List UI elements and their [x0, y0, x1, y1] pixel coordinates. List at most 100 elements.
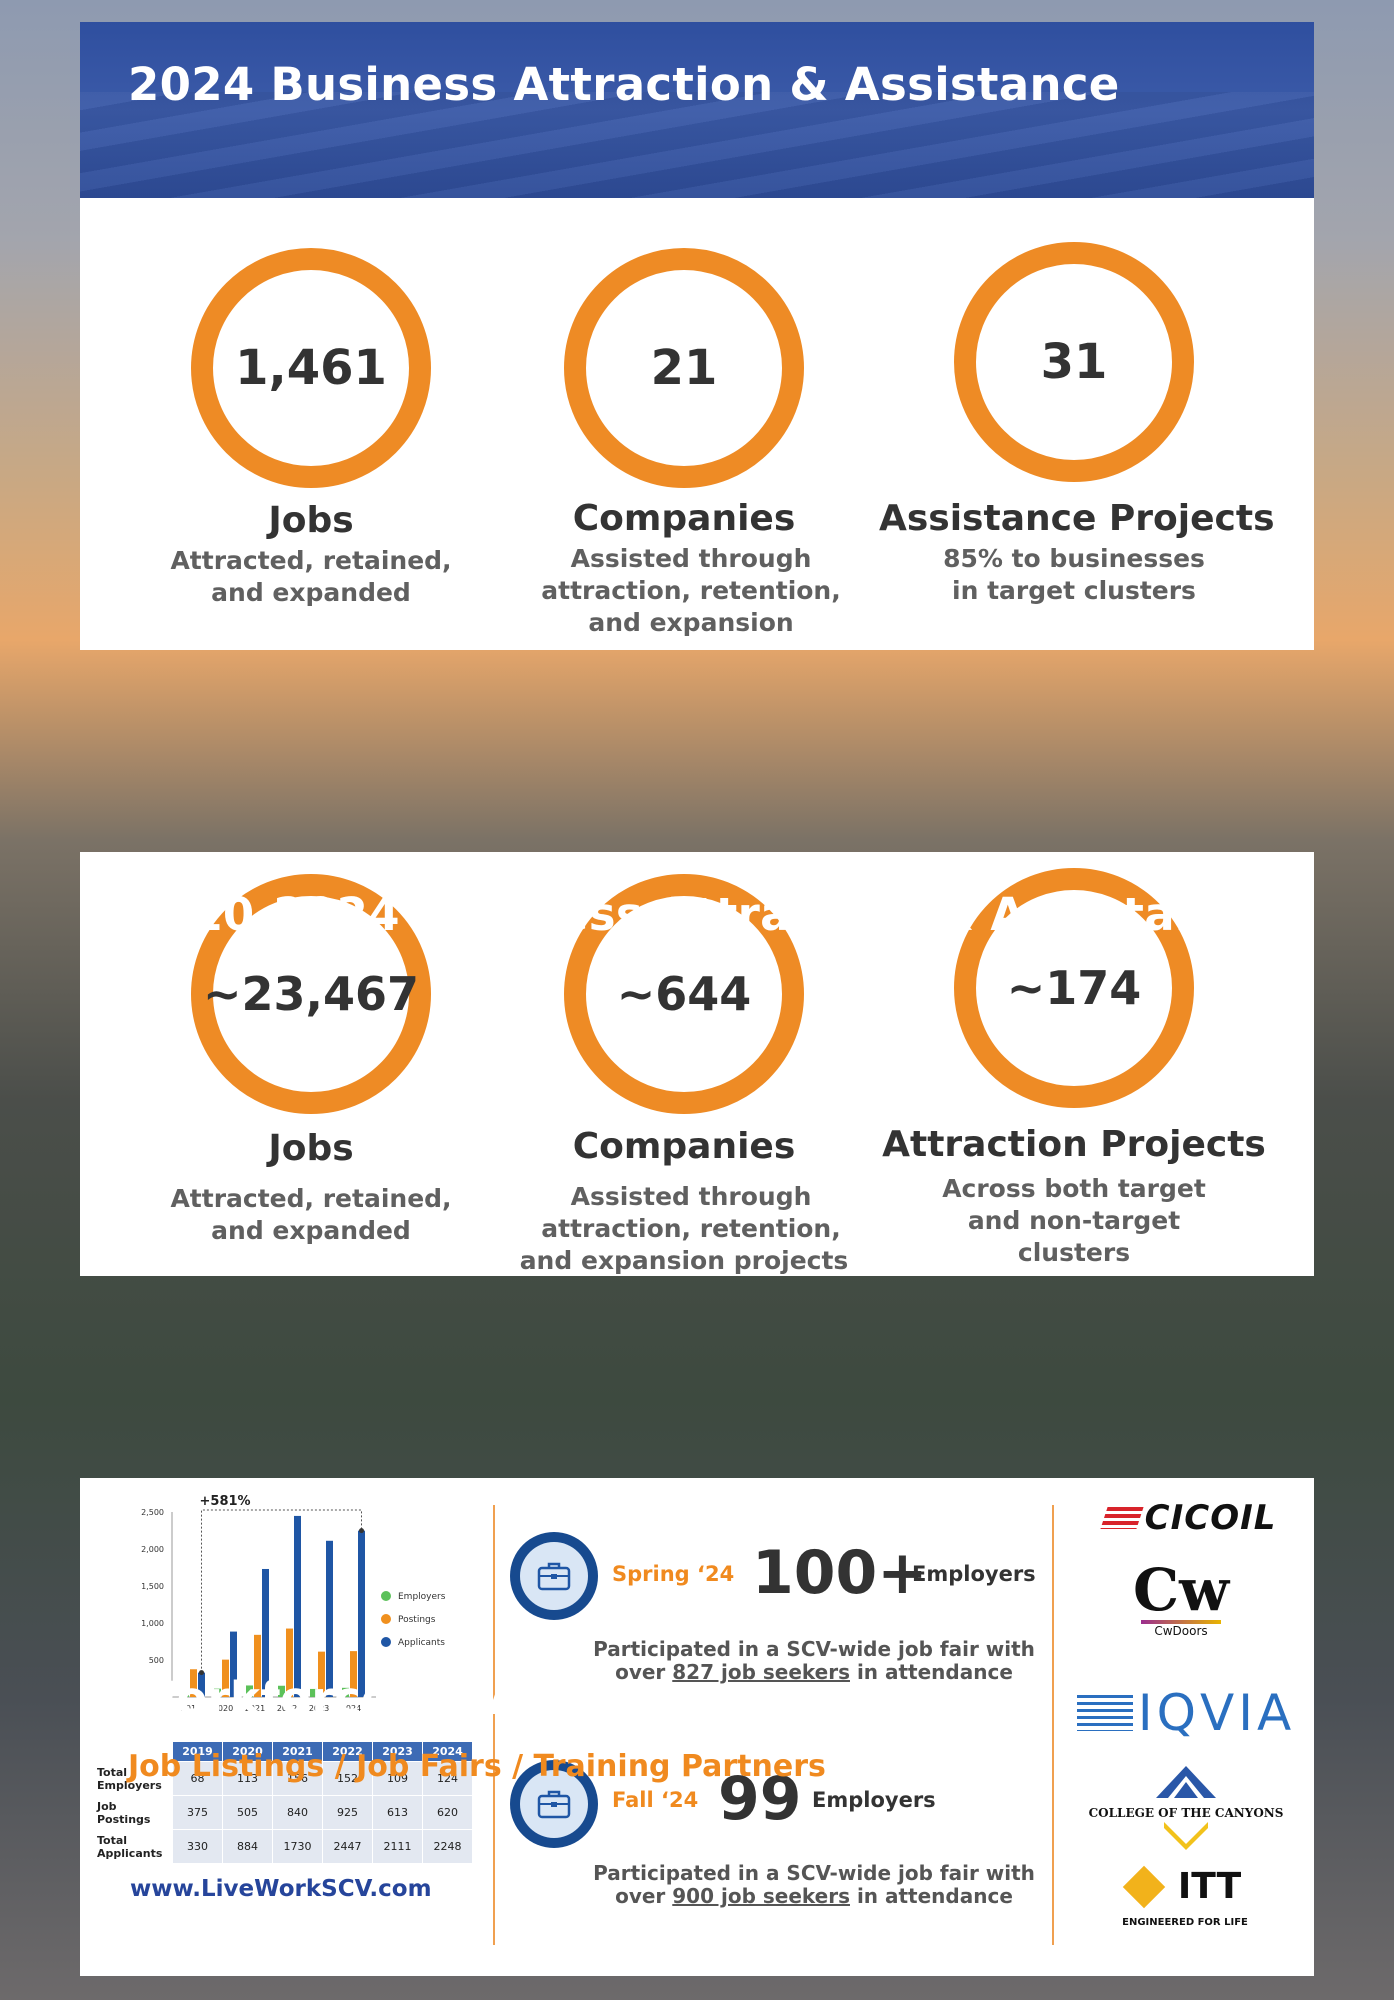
fair-description: Participated in a SCV-wide job fair with…: [593, 1637, 1035, 1684]
stat-card: ~23,467 Jobs Attracted, retained, and ex…: [146, 874, 476, 1247]
growth-bracket: [201, 1509, 362, 1673]
bar-applicants: [294, 1515, 301, 1697]
itt-logo: ITT ENGINEERED FOR LIFE: [1110, 1865, 1260, 1928]
bar-employers: [278, 1685, 285, 1697]
itt-diamond-icon: [1122, 1865, 1165, 1908]
table-year: 2024: [422, 1741, 473, 1762]
bar-postings: [286, 1628, 293, 1697]
bar-applicants: [230, 1631, 237, 1697]
x-tick-label: 2021: [245, 1704, 265, 1713]
x-tick-label: 2022: [277, 1704, 297, 1713]
section3-subtitle: Job Listings / Job Fairs / Training Part…: [128, 1749, 826, 1784]
iqvia-lines-icon: [1076, 1695, 1133, 1731]
cicoil-wordmark: CICOIL: [1144, 1498, 1277, 1538]
stat-title: Assistance Projects: [879, 498, 1275, 539]
table-cell: 113: [222, 1761, 273, 1796]
stat-card: ~174 Attraction Projects Across both tar…: [882, 868, 1266, 1269]
coc-wordmark: COLLEGE OF THE CANYONS: [1088, 1806, 1284, 1820]
y-tick-label: 2,500: [141, 1508, 164, 1517]
legend-label: Employers: [398, 1592, 446, 1602]
section3-title: Workforce Development: [128, 1672, 749, 1725]
legend-swatch: [381, 1591, 391, 1601]
x-tick-label: 2024: [341, 1704, 361, 1713]
y-tick-label: 500: [149, 1656, 164, 1665]
stat-sub: attraction, retention,: [541, 1214, 841, 1243]
stat-sub: and expansion: [588, 608, 794, 637]
stat-sub: and expansion projects: [519, 1246, 849, 1275]
section1-title: 2024 Business Attraction & Assistance: [128, 58, 1120, 111]
fair-employer-count: 99: [718, 1764, 802, 1834]
table-cell: 2447: [322, 1829, 373, 1864]
stat-value: ~644: [616, 967, 752, 1021]
stat-title: Jobs: [268, 500, 354, 541]
bar-employers: [310, 1688, 317, 1697]
divider-right: [1052, 1505, 1054, 1945]
stat-sub: 85% to businesses: [943, 544, 1205, 573]
stat-sub: clusters: [1017, 1238, 1131, 1267]
legend-label: Postings: [398, 1615, 436, 1625]
iqvia-wordmark: IQVIA: [1137, 1684, 1296, 1742]
bar-employers: [246, 1685, 253, 1697]
fair-employer-count: 100+: [752, 1538, 928, 1608]
stat-card: 21 Companies Assisted through attraction…: [519, 248, 849, 639]
y-tick-label: 1,500: [141, 1582, 164, 1591]
stat-card: 1,461 Jobs Attracted, retained, and expa…: [146, 248, 476, 609]
table-year: 2021: [272, 1741, 323, 1762]
liveworkscv-link[interactable]: www.LiveWorkSCV.com: [130, 1876, 432, 1902]
row-label: Total Applicants: [92, 1829, 173, 1864]
stat-title: Jobs: [268, 1128, 354, 1169]
table-year: 2022: [322, 1741, 373, 1762]
table-cell: 925: [322, 1795, 373, 1830]
table-cell: 840: [272, 1795, 323, 1830]
stat-sub: and expanded: [211, 1216, 411, 1245]
x-tick-label: 2023: [309, 1704, 329, 1713]
x-tick-label: 2020: [213, 1704, 233, 1713]
cwdoors-wordmark: CwDoors: [1154, 1624, 1208, 1638]
cicoil-logo: CICOIL: [1085, 1498, 1295, 1538]
x-tick-label: 2019: [181, 1704, 201, 1713]
stat-title: Companies: [572, 498, 796, 539]
itt-wordmark: ITT: [1177, 1866, 1242, 1907]
stat-value: ~174: [1006, 961, 1142, 1015]
bar-postings: [318, 1651, 325, 1697]
stat-sub: Attracted, retained,: [170, 1184, 452, 1213]
bar-postings: [254, 1634, 261, 1697]
fair-employer-label: Employers: [912, 1562, 1036, 1586]
bar-postings: [222, 1659, 229, 1697]
row-label: Job Postings: [92, 1795, 173, 1830]
cwdoors-bar: [1141, 1620, 1221, 1624]
bar-employers: [342, 1687, 349, 1697]
table-cell: 1730: [272, 1829, 323, 1864]
growth-annotation: +581%: [200, 1494, 251, 1509]
stat-value: 21: [650, 340, 718, 396]
section1-banner: 2024 Business Attraction & Assistance: [80, 22, 1314, 198]
table-row: Job Postings 375 505 840 925 613 620: [92, 1795, 473, 1830]
stat-card: ~644 Companies Assisted through attracti…: [519, 874, 849, 1277]
y-tick-label: 1,000: [141, 1619, 164, 1628]
table-cell: 613: [372, 1795, 423, 1830]
table-header-row: 2019 2020 2021 2022 2023 2024: [92, 1741, 473, 1762]
table-cell: 620: [422, 1795, 473, 1830]
stat-value: ~23,467: [202, 967, 420, 1021]
stat-title: Attraction Projects: [882, 1124, 1266, 1165]
bar-employers: [214, 1688, 221, 1697]
cwdoors-mark-icon: Cw: [1132, 1556, 1230, 1624]
bar-postings: [350, 1651, 357, 1697]
table-corner: [92, 1741, 173, 1762]
bar-postings: [190, 1669, 197, 1697]
legend-label: Applicants: [398, 1638, 445, 1648]
table-cell: 505: [222, 1795, 273, 1830]
divider-left: [493, 1505, 495, 1945]
table-cell: 375: [172, 1795, 223, 1830]
legend-swatch: [381, 1637, 391, 1647]
stat-sub: Attracted, retained,: [170, 546, 452, 575]
table-cell: 884: [222, 1829, 273, 1864]
table-row: Total Employers 68 113 156 152 109 124: [92, 1761, 473, 1796]
briefcase-icon: [510, 1532, 598, 1620]
stat-sub: and non-target: [967, 1206, 1181, 1235]
table-cell: 330: [172, 1829, 223, 1864]
fair-employer-label: Employers: [812, 1788, 936, 1812]
stat-value: 1,461: [235, 340, 387, 396]
stat-sub: attraction, retention,: [541, 576, 841, 605]
cicoil-mark-icon: [1099, 1507, 1144, 1529]
